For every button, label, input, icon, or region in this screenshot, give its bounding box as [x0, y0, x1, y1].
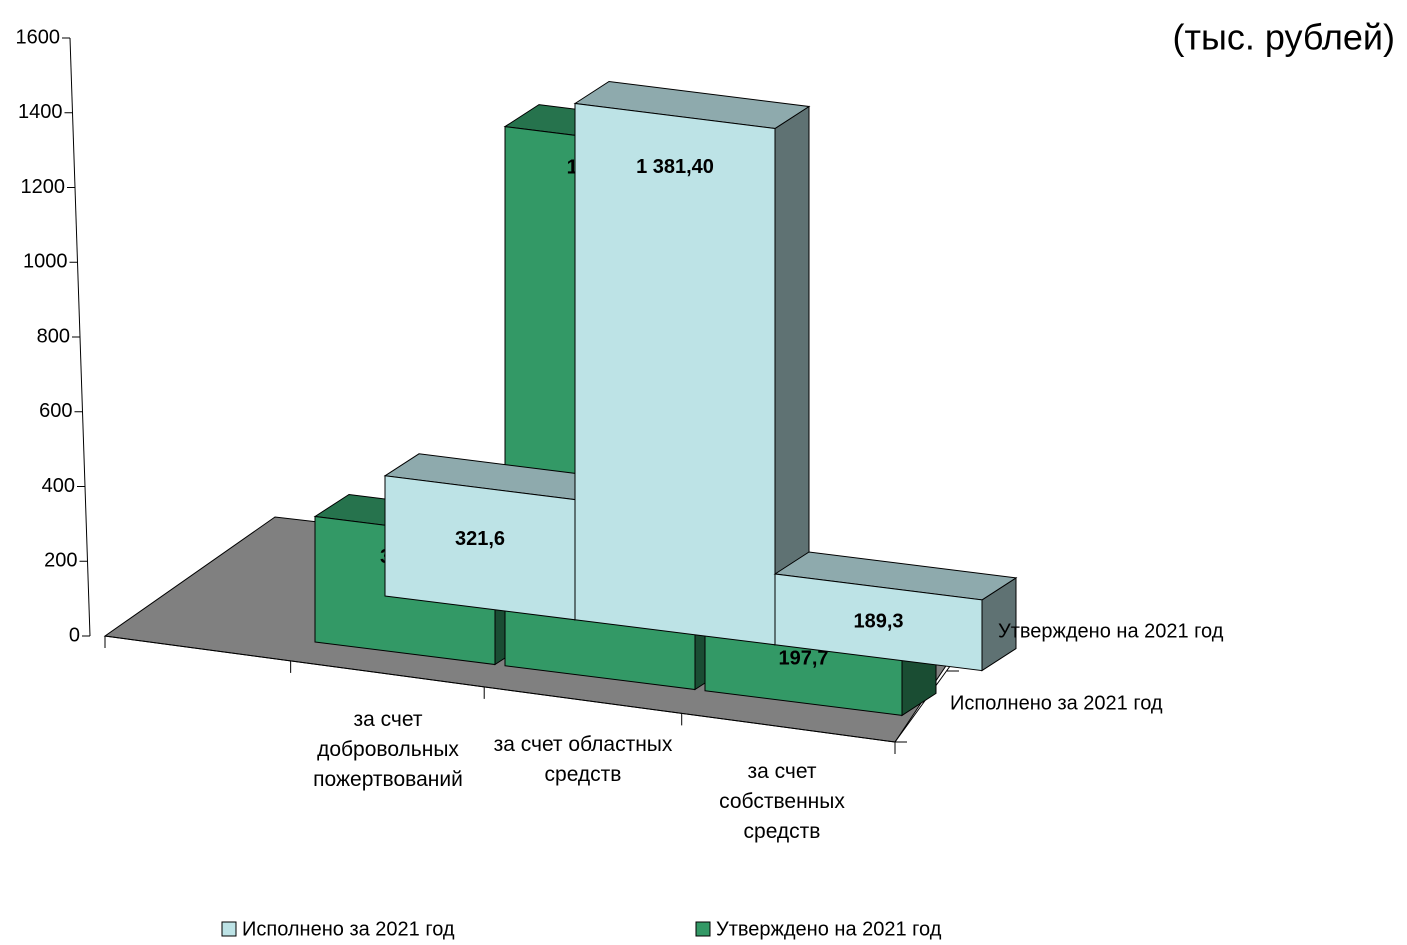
- value-label: 1 381,40: [636, 156, 714, 178]
- legend-swatch: [221, 921, 237, 937]
- depth-label: Исполнено за 2021 год: [950, 692, 1163, 714]
- y-tick-label: 1200: [21, 176, 66, 198]
- y-tick-label: 800: [37, 325, 70, 347]
- y-tick-label: 1600: [16, 26, 61, 48]
- unit-note: (тыс. рублей): [1172, 17, 1395, 58]
- legend-label: Исполнено за 2021 год: [242, 918, 455, 940]
- bar: [574, 102, 776, 646]
- bar: [774, 573, 983, 672]
- depth-label: Утверждено на 2021 год: [998, 620, 1224, 642]
- value-label: 197,7: [778, 647, 828, 669]
- y-tick-label: 600: [39, 400, 72, 422]
- value-label: 189,3: [853, 611, 903, 633]
- x-tick-label: за счет областных средств: [493, 733, 673, 786]
- y-tick-label: 200: [44, 550, 77, 572]
- x-tick-label: за счет добровольных пожертвований: [313, 708, 463, 791]
- y-tick-label: 1000: [23, 251, 68, 273]
- x-axis: [104, 635, 896, 743]
- legend-swatch: [695, 921, 711, 937]
- value-label: 321,6: [455, 528, 505, 550]
- y-tick-label: 1400: [18, 101, 63, 123]
- y-tick-label: 400: [42, 475, 75, 497]
- y-tick-label: 0: [69, 624, 80, 646]
- legend-label: Утверждено на 2021 год: [716, 918, 942, 940]
- x-tick-label: за счет собственных средств: [719, 760, 845, 843]
